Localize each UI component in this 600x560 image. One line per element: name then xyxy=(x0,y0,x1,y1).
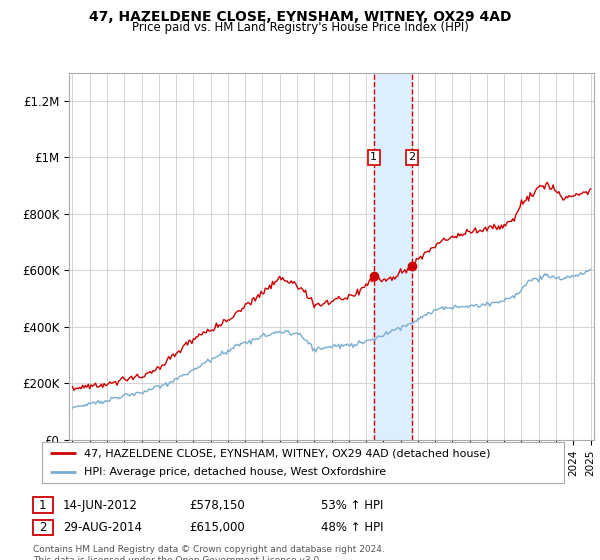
Text: £615,000: £615,000 xyxy=(189,521,245,534)
Text: 1: 1 xyxy=(39,498,47,512)
Text: £578,150: £578,150 xyxy=(189,498,245,512)
Text: HPI: Average price, detached house, West Oxfordshire: HPI: Average price, detached house, West… xyxy=(84,467,386,477)
Text: 29-AUG-2014: 29-AUG-2014 xyxy=(63,521,142,534)
Text: 48% ↑ HPI: 48% ↑ HPI xyxy=(321,521,383,534)
Bar xyxy=(374,73,412,440)
Text: 2: 2 xyxy=(39,521,47,534)
Text: 47, HAZELDENE CLOSE, EYNSHAM, WITNEY, OX29 4AD (detached house): 47, HAZELDENE CLOSE, EYNSHAM, WITNEY, OX… xyxy=(84,449,490,458)
Text: Price paid vs. HM Land Registry's House Price Index (HPI): Price paid vs. HM Land Registry's House … xyxy=(131,21,469,34)
Text: 14-JUN-2012: 14-JUN-2012 xyxy=(63,498,138,512)
Text: 47, HAZELDENE CLOSE, EYNSHAM, WITNEY, OX29 4AD: 47, HAZELDENE CLOSE, EYNSHAM, WITNEY, OX… xyxy=(89,10,511,24)
Text: 1: 1 xyxy=(370,152,377,162)
Text: 2: 2 xyxy=(409,152,416,162)
Text: 53% ↑ HPI: 53% ↑ HPI xyxy=(321,498,383,512)
Text: Contains HM Land Registry data © Crown copyright and database right 2024.
This d: Contains HM Land Registry data © Crown c… xyxy=(33,545,385,560)
